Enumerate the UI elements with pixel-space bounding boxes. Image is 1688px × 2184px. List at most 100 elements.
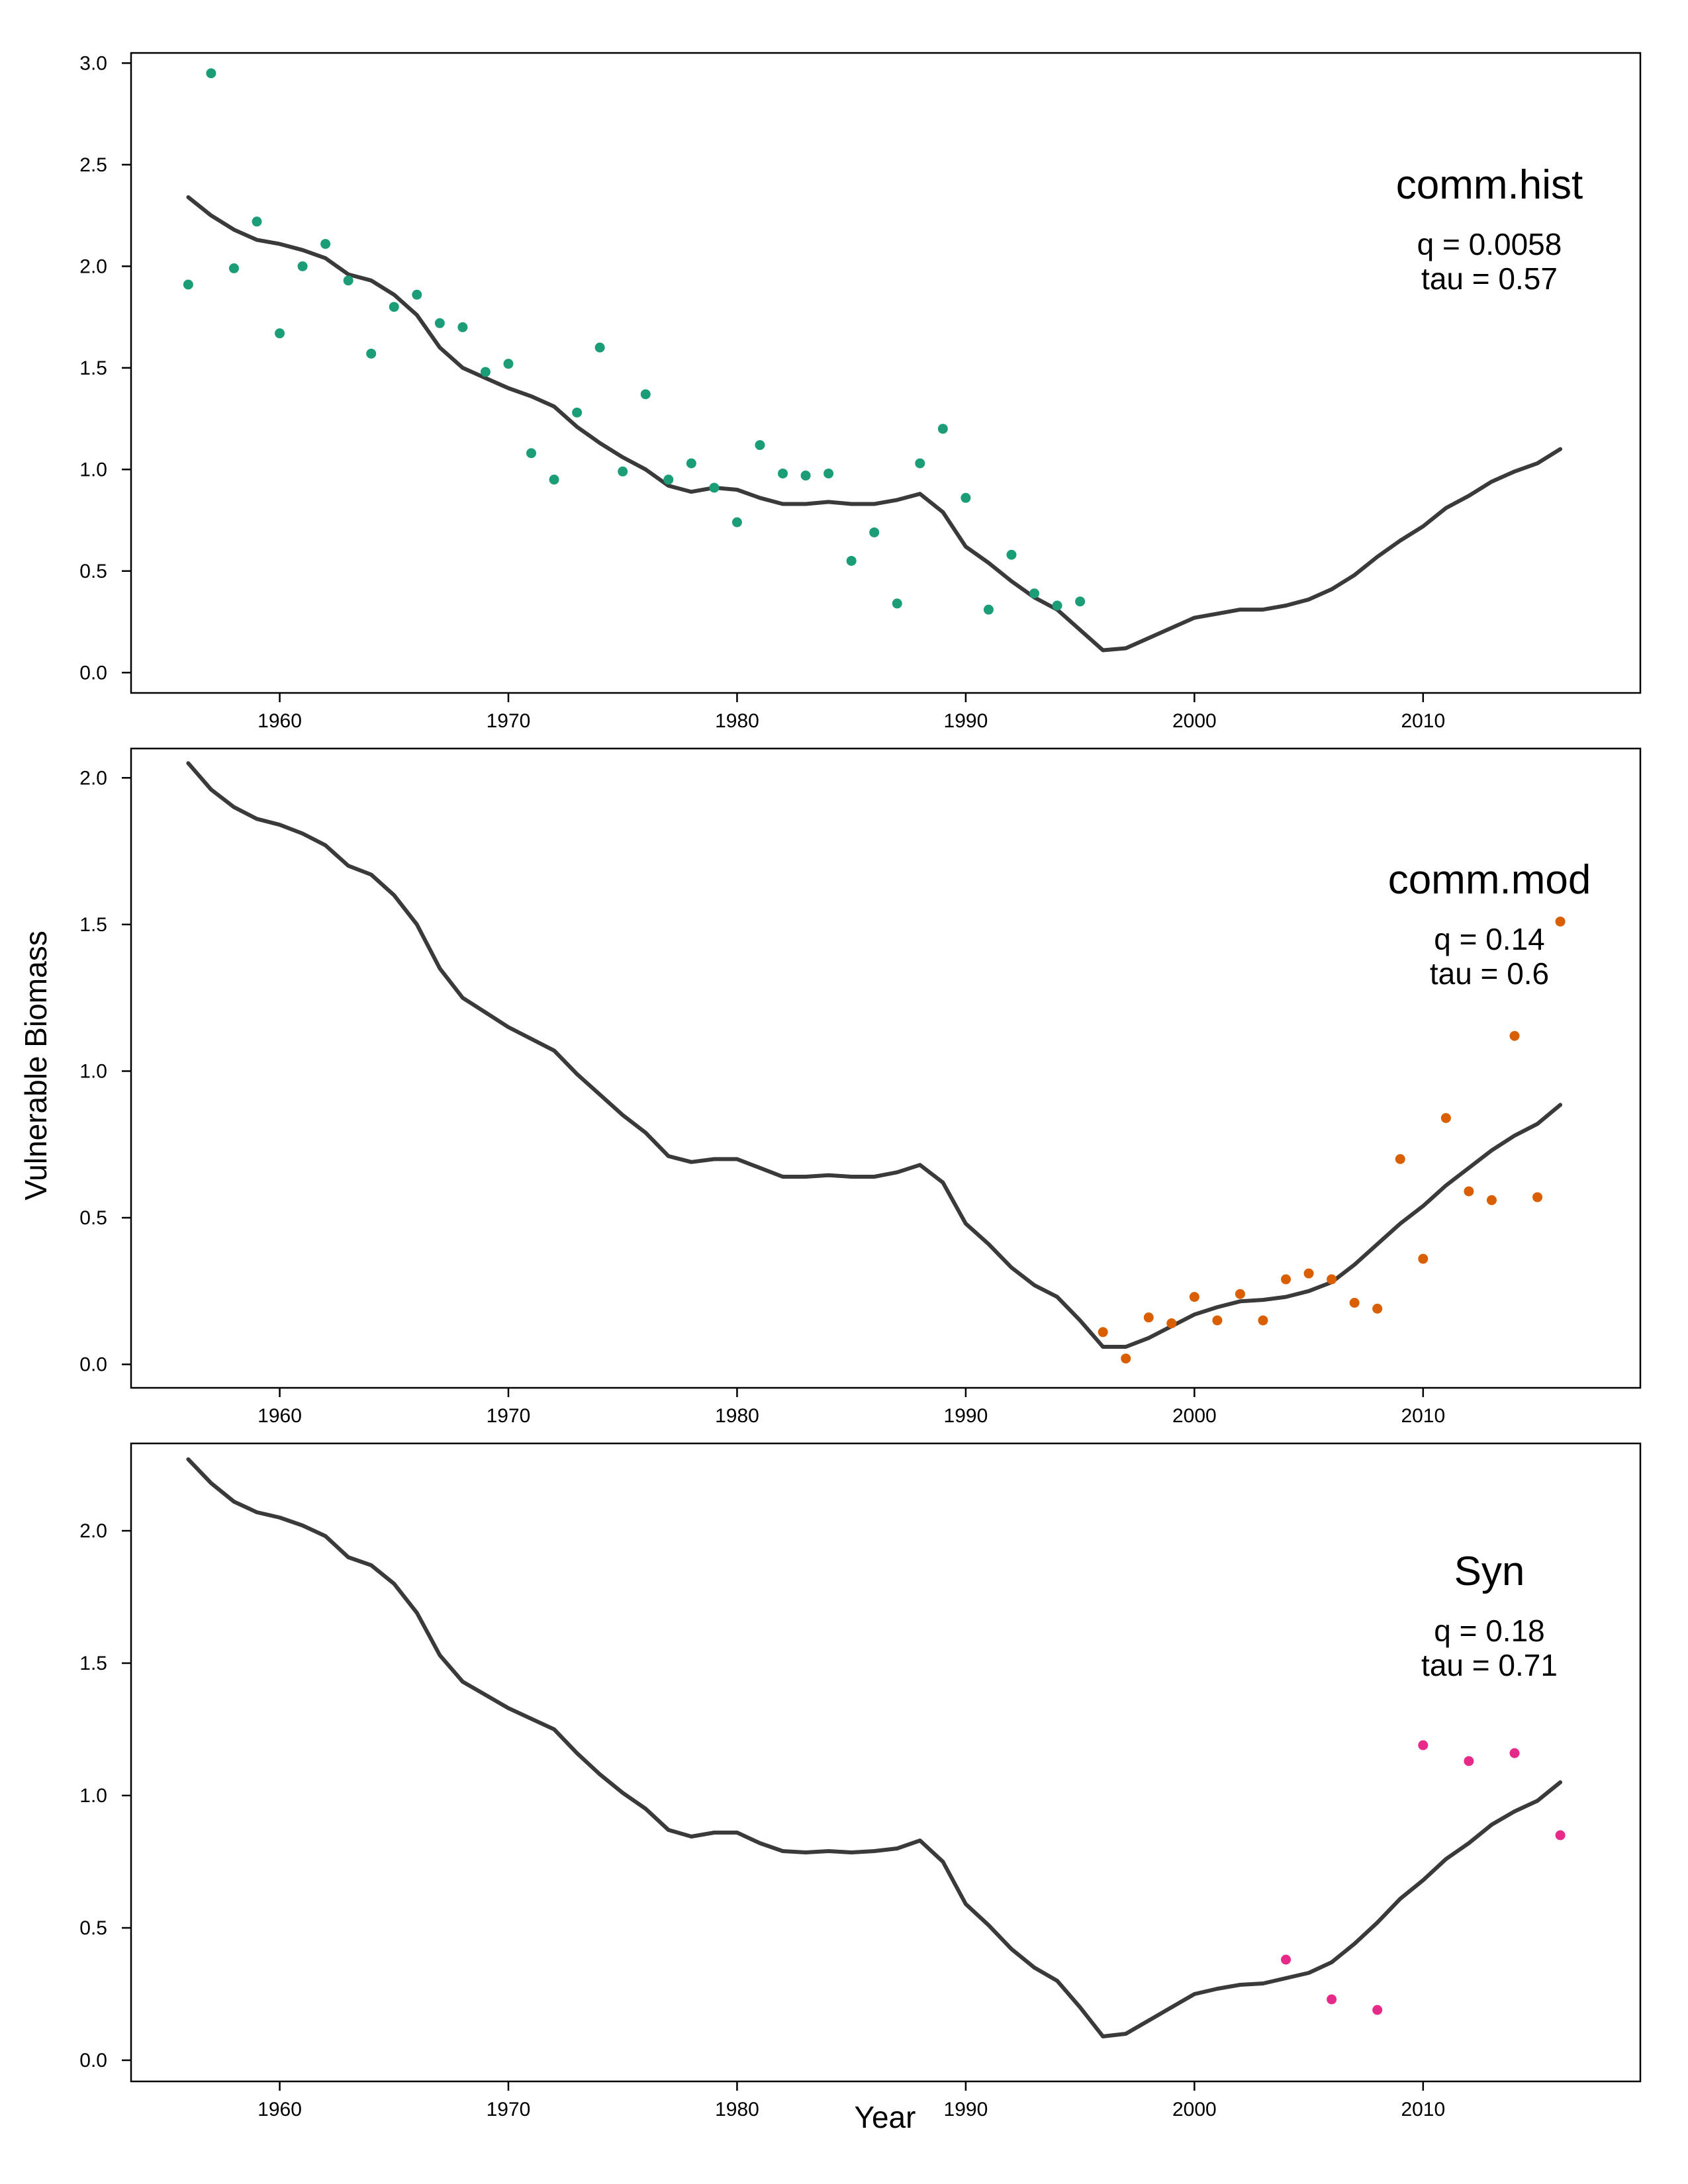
panel-stat: q = 0.0058	[1417, 227, 1562, 261]
data-point	[366, 348, 377, 359]
data-point	[434, 318, 445, 328]
y-tick-label: 2.0	[79, 1520, 107, 1542]
data-point	[1464, 1756, 1474, 1766]
y-tick-label: 1.5	[79, 1653, 107, 1674]
panel-stat: tau = 0.71	[1421, 1648, 1558, 1682]
data-point	[1349, 1297, 1360, 1308]
data-point	[800, 471, 811, 481]
y-tick-label: 0.0	[79, 2050, 107, 2071]
data-point	[937, 424, 948, 434]
y-tick-label: 2.5	[79, 154, 107, 176]
data-point	[1235, 1289, 1245, 1299]
x-tick-label: 2010	[1401, 1405, 1445, 1427]
plot-frame	[130, 1442, 1642, 2083]
y-tick-label: 1.0	[79, 459, 107, 480]
data-point	[526, 448, 537, 459]
x-tick-label: 1980	[715, 710, 759, 732]
y-tick-label: 1.0	[79, 1060, 107, 1082]
panel-stat: tau = 0.57	[1421, 261, 1558, 296]
data-point	[1395, 1154, 1405, 1164]
data-point	[228, 263, 239, 273]
y-tick-label: 0.5	[79, 1917, 107, 1939]
panel-3: 0.0 0.5 1.0 1.5 2.0 1960 1970 1980 1990 2000 2010 S…	[79, 1442, 1642, 2120]
panel-stat: q = 0.14	[1434, 922, 1545, 956]
data-point	[1532, 1192, 1543, 1203]
x-tick-label: 1990	[944, 1405, 988, 1427]
fitted-line	[186, 195, 1563, 653]
data-point	[412, 289, 422, 300]
x-tick-label: 2000	[1172, 710, 1217, 732]
data-point	[892, 598, 902, 609]
data-point	[1509, 1748, 1520, 1758]
fitted-line	[186, 761, 1563, 1349]
data-point	[1143, 1312, 1154, 1323]
panel-title: comm.mod	[1388, 857, 1591, 903]
data-point	[1418, 1740, 1429, 1751]
data-point	[549, 475, 559, 485]
x-tick-label: 1990	[944, 2099, 988, 2120]
y-tick-label: 0.0	[79, 662, 107, 684]
data-point	[709, 482, 720, 493]
data-point	[457, 322, 468, 332]
data-point	[1281, 1274, 1291, 1285]
data-point	[1212, 1315, 1223, 1326]
plot-frame	[130, 52, 1642, 694]
data-point	[1166, 1318, 1177, 1329]
data-point	[1075, 596, 1086, 607]
panels: 0.0 0.5 1.0 1.5 2.0 2.5 3.0 1960 1970 1980 1990 200…	[79, 52, 1642, 2120]
data-point	[206, 68, 216, 79]
data-point	[618, 466, 628, 477]
data-point	[480, 367, 491, 377]
data-point	[320, 239, 331, 250]
data-point	[1029, 588, 1040, 599]
data-point	[663, 475, 674, 485]
x-tick-label: 1960	[258, 1405, 302, 1427]
data-point	[1372, 1303, 1383, 1314]
panel-2: 0.0 0.5 1.0 1.5 2.0 1960 1970 1980 1990 2000 2010 c…	[79, 747, 1642, 1427]
data-point	[1486, 1195, 1497, 1205]
data-point	[183, 279, 193, 290]
data-point	[1189, 1292, 1199, 1302]
x-tick-label: 1970	[487, 710, 531, 732]
panel-stat: tau = 0.6	[1430, 956, 1549, 991]
data-point	[640, 389, 651, 400]
data-point	[1327, 1994, 1337, 2005]
x-axis-title: Year	[855, 2100, 916, 2134]
data-point	[731, 517, 742, 527]
x-tick-label: 2000	[1172, 2099, 1217, 2120]
y-tick-label: 1.5	[79, 914, 107, 936]
data-point	[823, 468, 834, 478]
plot-frame	[130, 747, 1642, 1389]
data-point	[686, 458, 696, 469]
data-point	[252, 216, 262, 227]
data-point	[1006, 549, 1017, 560]
x-tick-label: 1980	[715, 2099, 759, 2120]
data-point	[755, 439, 765, 450]
data-point	[869, 527, 880, 537]
panel-title: Syn	[1454, 1549, 1525, 1594]
y-tick-label: 1.5	[79, 357, 107, 379]
data-point	[1052, 600, 1062, 611]
y-tick-label: 0.5	[79, 561, 107, 582]
x-tick-label: 1980	[715, 1405, 759, 1427]
y-tick-label: 3.0	[79, 52, 107, 74]
data-point	[389, 302, 399, 312]
data-point	[1281, 1954, 1291, 1965]
y-tick-label: 2.0	[79, 767, 107, 789]
y-tick-label: 0.5	[79, 1207, 107, 1229]
data-point	[343, 275, 353, 286]
data-point	[503, 359, 514, 369]
data-point	[1418, 1253, 1429, 1264]
panel-title: comm.hist	[1396, 162, 1583, 208]
data-point	[1303, 1268, 1314, 1279]
x-tick-label: 1970	[487, 2099, 531, 2120]
data-point	[297, 261, 308, 271]
fitted-line	[186, 1457, 1563, 2038]
data-point	[983, 604, 994, 615]
data-point	[594, 342, 605, 353]
data-point	[1440, 1113, 1451, 1123]
x-tick-label: 2010	[1401, 710, 1445, 732]
data-point	[1258, 1315, 1268, 1326]
y-axis-title: Vulnerable Biomass	[19, 931, 53, 1200]
y-tick-label: 2.0	[79, 255, 107, 277]
